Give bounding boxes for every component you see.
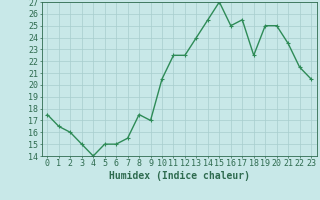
X-axis label: Humidex (Indice chaleur): Humidex (Indice chaleur) [109,171,250,181]
